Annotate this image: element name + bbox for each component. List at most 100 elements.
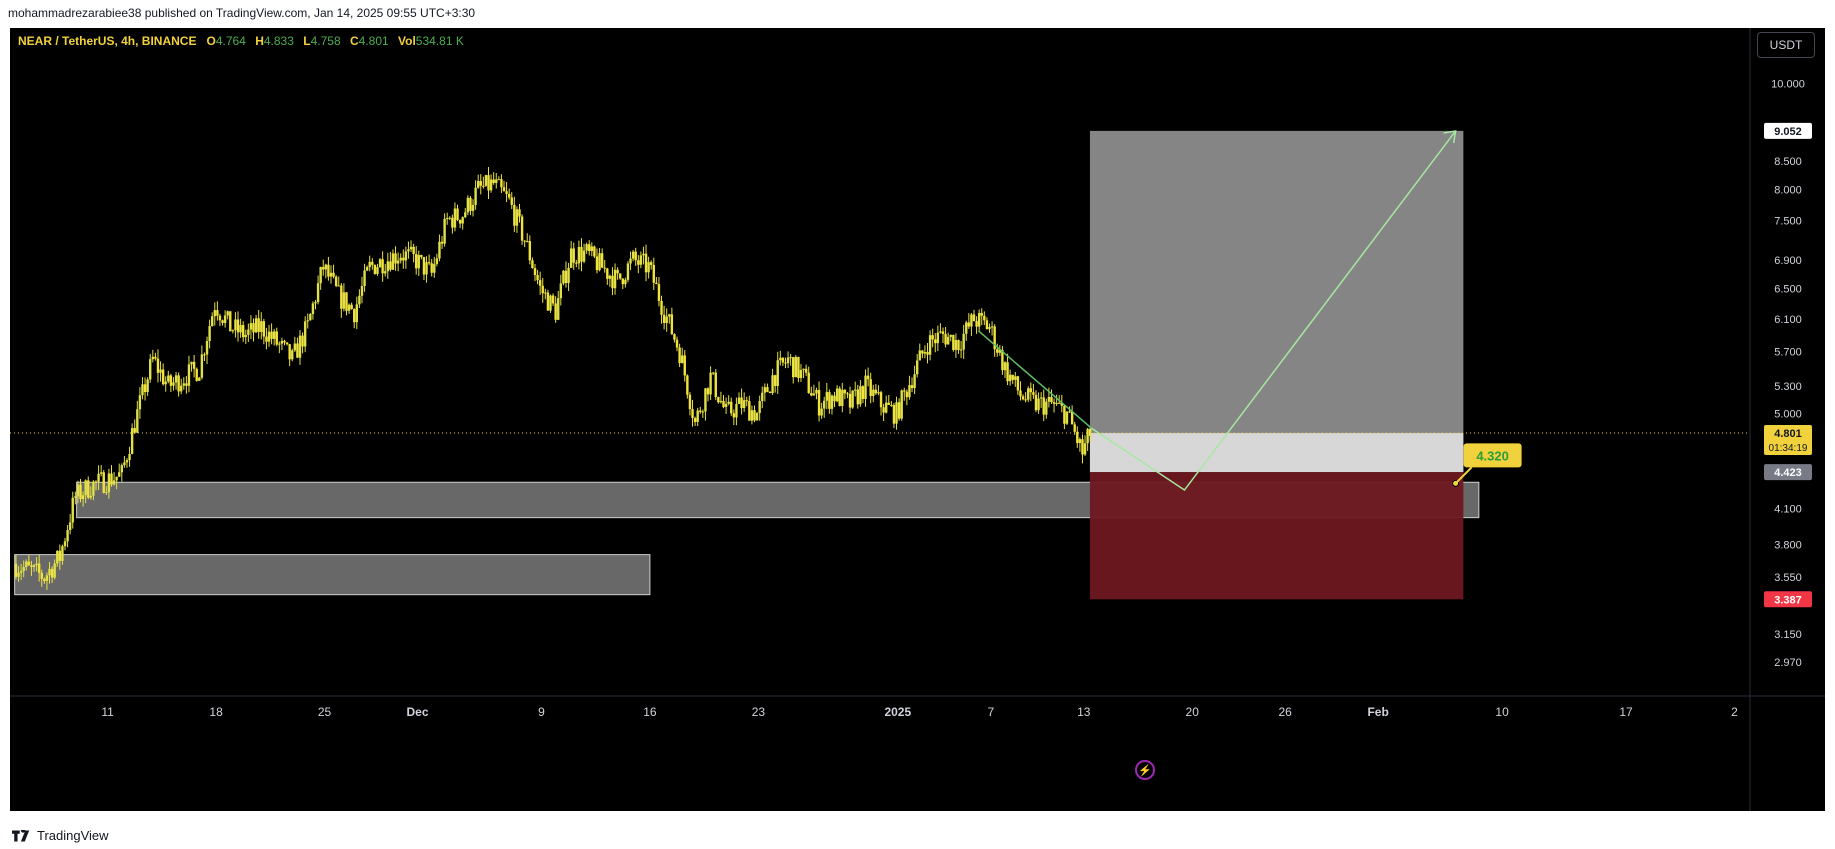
candle-body [272, 331, 276, 339]
candle-body [161, 369, 165, 385]
currency-button[interactable]: USDT [1757, 32, 1815, 58]
candle-body [71, 497, 74, 523]
candle-body [154, 356, 157, 359]
candle-body [435, 258, 439, 264]
candle-body [714, 372, 717, 397]
candle-body [939, 331, 942, 333]
candle-body [624, 279, 627, 285]
candle-body [588, 244, 591, 251]
candle-body [629, 258, 632, 264]
candle-body [458, 219, 462, 224]
candle-body [303, 321, 307, 347]
candle-body [918, 350, 921, 361]
candle-body [105, 492, 108, 494]
candle-body [996, 349, 999, 353]
candle-body [479, 181, 482, 186]
candle-body [466, 197, 470, 213]
price-chart[interactable]: 4.320 10.000 8.500 8.000 7.500 6.900 6.500 6.1… [10, 28, 1825, 811]
y-tick-label: 5.000 [1774, 409, 1802, 421]
candle-body [823, 400, 826, 409]
candle-body [825, 392, 829, 401]
candle-body [156, 358, 160, 373]
callout-pointer [1454, 466, 1473, 485]
candle-body [495, 179, 498, 184]
y-tick-label: 2.970 [1774, 657, 1802, 669]
entry-price-label: 4.423 [1774, 467, 1802, 479]
candle-body [172, 382, 175, 386]
candle-body [887, 402, 890, 405]
candle-body [1089, 428, 1092, 436]
y-tick-label: 7.500 [1774, 216, 1802, 228]
high-value: 4.833 [263, 34, 294, 48]
candle-body [234, 319, 237, 331]
candle-body [799, 369, 803, 379]
candle-body [841, 389, 844, 406]
candle-body [946, 336, 950, 345]
candle-body [1045, 401, 1048, 415]
candle-body [580, 246, 583, 262]
candle-body [355, 304, 359, 323]
footer-brand[interactable]: TradingView [12, 828, 109, 843]
candle-body [409, 246, 413, 250]
candle-body [185, 383, 188, 386]
candle-body [115, 476, 118, 481]
candle-body [461, 217, 464, 224]
candle-body [1070, 411, 1074, 425]
candle-body [696, 410, 699, 422]
candle-body [510, 197, 513, 205]
projection-path [1091, 130, 1457, 492]
close-label: C [349, 34, 359, 48]
candle-body [874, 389, 878, 394]
candle-body [360, 285, 364, 296]
candle-body [120, 465, 124, 473]
candle-body [639, 255, 643, 265]
candle-body [634, 251, 637, 261]
candle-body [812, 393, 816, 396]
candle-body [515, 209, 519, 226]
candle-body [427, 262, 431, 264]
candle-body [76, 484, 80, 497]
candle-body [182, 383, 185, 386]
x-tick-label: 2 [1731, 705, 1738, 719]
candle-body [123, 462, 126, 466]
candle-body [438, 241, 441, 259]
candle-body [572, 248, 575, 263]
x-tick-label: 13 [1077, 705, 1091, 719]
candle-body [146, 379, 149, 392]
candle-body [371, 261, 374, 265]
candle-body [218, 315, 222, 321]
candle-body [657, 284, 661, 301]
y-tick-label: 6.900 [1774, 255, 1802, 267]
candle-body [724, 403, 728, 408]
candle-body [453, 208, 457, 228]
candle-body [1014, 376, 1017, 380]
x-tick-label: 16 [643, 705, 657, 719]
tradingview-logo-icon [12, 829, 30, 842]
candle-body [102, 472, 105, 493]
candle-body [231, 330, 235, 332]
candle-body [58, 550, 62, 561]
candle-body [761, 392, 764, 402]
lightning-icon[interactable]: ⚡ [1135, 760, 1155, 780]
candle-body [965, 322, 968, 334]
candle-body [229, 311, 232, 332]
candle-body [544, 292, 547, 294]
candle-body [755, 412, 759, 421]
candle-body [567, 267, 570, 284]
candle-body [169, 375, 173, 386]
chart-panel[interactable]: 4.320 10.000 8.500 8.000 7.500 6.900 6.500 6.1… [10, 28, 1825, 811]
candle-body [1037, 398, 1040, 411]
candle-body [998, 349, 1002, 353]
candle-body [500, 179, 503, 188]
stop-zone [1089, 472, 1464, 600]
candle-body [1065, 411, 1069, 424]
candle-body [130, 428, 134, 454]
candle-body [675, 339, 679, 348]
y-tick-label: 10.000 [1771, 78, 1805, 90]
candle-body [709, 372, 712, 395]
candle-body [324, 264, 328, 270]
candle-body [569, 248, 573, 268]
candle-body [835, 388, 839, 402]
candle-body [35, 563, 38, 566]
candle-body [443, 218, 446, 244]
